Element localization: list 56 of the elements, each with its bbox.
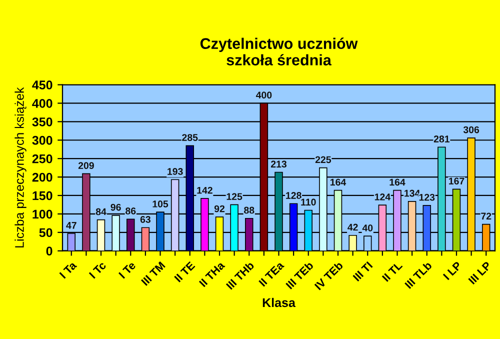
y-tick-label: 300 (32, 136, 52, 145)
data-label: 42 (348, 224, 358, 231)
x-tick-label: II TL (382, 261, 403, 282)
data-label: 306 (463, 126, 480, 134)
x-tick-label: III THb (226, 260, 255, 290)
data-label: 125 (226, 193, 242, 200)
y-tick-label: 350 (32, 117, 52, 126)
y-tick-label: 100 (32, 210, 52, 219)
data-label: 124 (374, 194, 390, 200)
data-label: 164 (390, 178, 406, 186)
y-tick-label: 0 (46, 246, 52, 256)
data-label: 167 (448, 178, 464, 185)
data-label: 225 (315, 156, 332, 164)
x-tick-label: II TEa (258, 260, 285, 287)
data-label: 40 (362, 224, 373, 232)
x-tick-label: I Ta (59, 260, 78, 279)
x-tick-label: III TLb (404, 260, 432, 289)
data-label: 123 (419, 194, 435, 201)
y-tick-label: 150 (32, 191, 52, 200)
data-label: 128 (286, 192, 302, 199)
x-tick-label: IV TEb (314, 260, 344, 290)
x-tick-label: I Te (118, 261, 136, 279)
data-label: 164 (330, 178, 346, 186)
data-label: 105 (152, 200, 168, 208)
data-label: 72 (481, 212, 492, 220)
x-tick-label: III TEb (285, 260, 314, 290)
x-tick-label: III TM (140, 261, 166, 286)
data-label: 110 (301, 198, 316, 206)
x-tick-label: III LP (468, 261, 492, 285)
chart-title: Czytelnictwo uczniów szkoła średnia (200, 38, 358, 66)
data-label: 47 (66, 222, 76, 229)
x-tick-label: I LP (442, 261, 462, 280)
x-tick-label: III TI (352, 261, 373, 282)
data-label: 96 (110, 204, 121, 211)
x-tick-label: II THa (198, 260, 226, 288)
y-axis-title: Liczba przeczynaych książek (14, 87, 26, 248)
data-label: 285 (182, 134, 198, 141)
y-tick-label: 200 (32, 172, 52, 182)
y-tick-label: 450 (32, 80, 52, 90)
data-label: 213 (270, 160, 287, 168)
data-label: 63 (140, 216, 150, 223)
x-axis-title: Klasa (262, 298, 296, 308)
data-label: 209 (78, 162, 94, 170)
x-tick-label: I Tc (88, 261, 107, 279)
x-tick-label: II TE (174, 261, 196, 282)
data-label: 142 (197, 186, 212, 194)
data-label: 281 (434, 136, 450, 142)
data-label: 193 (168, 168, 183, 175)
y-tick-label: 400 (32, 99, 52, 108)
data-label: 92 (214, 205, 225, 212)
data-label: 400 (256, 92, 272, 99)
data-label: 86 (126, 208, 136, 214)
data-label: 88 (244, 206, 254, 214)
data-label: 84 (96, 208, 106, 216)
y-tick-label: 50 (39, 228, 52, 238)
y-tick-label: 250 (32, 154, 52, 164)
